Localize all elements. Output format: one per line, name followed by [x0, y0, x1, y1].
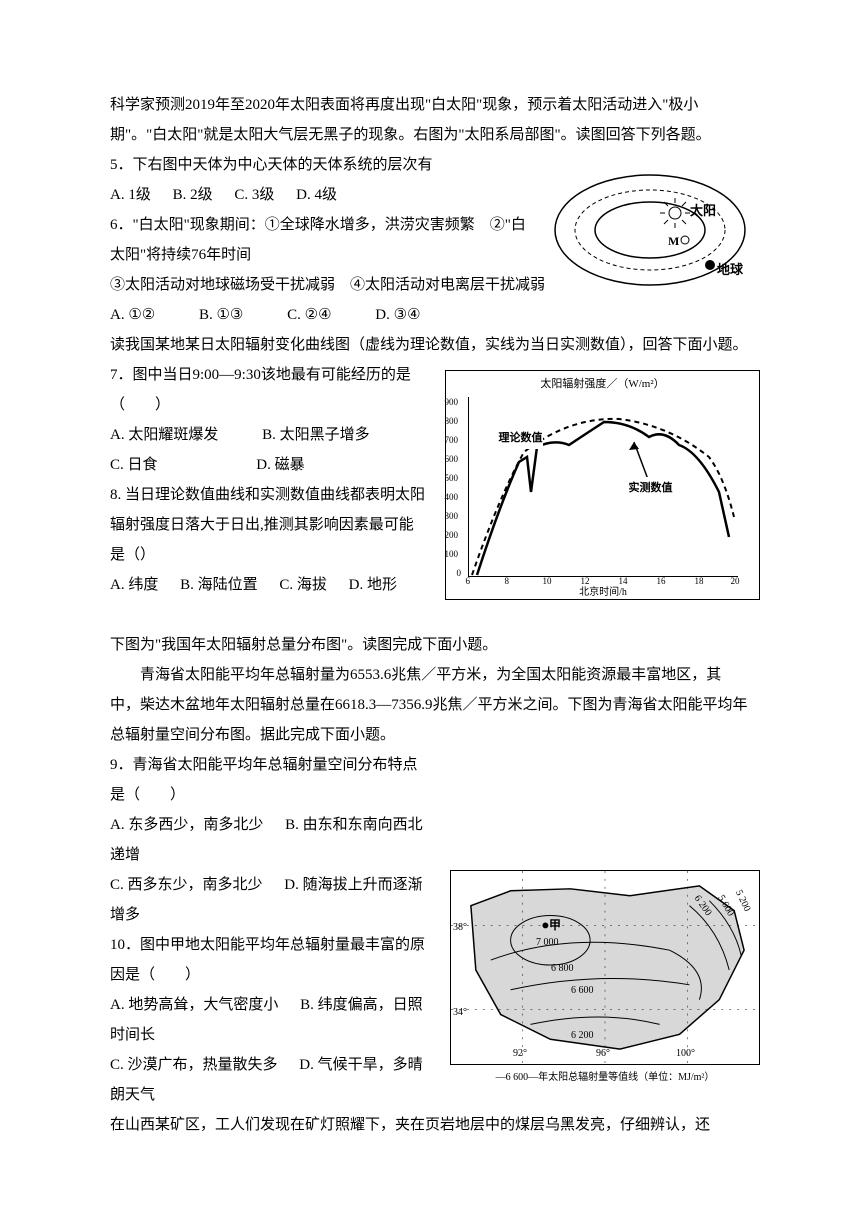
q7-opts-cd: C. 日食 D. 磁暴: [110, 450, 425, 480]
radiation-chart: 太阳辐射强度／（W/m²） 900 800 700 600 500 400 30…: [445, 370, 760, 600]
solar-system-diagram: 太阳 M 地球: [550, 165, 750, 295]
map-caption: —6 600—年太阳总辐射量等值线（单位：MJ/m²）: [450, 1065, 760, 1088]
intro2: 读我国某地某日太阳辐射变化曲线图（虚线为理论数值，实线为当日实测数值），回答下面…: [110, 330, 750, 360]
m-label: M: [668, 229, 679, 253]
sun-label: 太阳: [690, 198, 716, 224]
curve2-label: 实测数值: [629, 477, 673, 499]
q8-options: A. 纬度 B. 海陆位置 C. 海拔 D. 地形: [110, 577, 415, 593]
q6-stem1: 6．"白太阳"现象期间：①全球降水增多，洪涝灾害频繁 ②"白太阳"将持续76年时…: [110, 210, 530, 270]
chart-title: 太阳辐射强度／（W/m²）: [446, 371, 759, 395]
q5-options: A. 1级 B. 2级 C. 3级 D. 4级: [110, 187, 355, 203]
q8-stem: 8. 当日理论数值曲线和实测数值曲线都表明太阳辐射强度日落大于日出,推测其影响因…: [110, 480, 425, 570]
q7-stem: 7．图中当日9:00—9:30该地最有可能经历的是（ ）: [110, 360, 425, 420]
q9-stem: 9．青海省太阳能平均年总辐射量空间分布特点是（ ）: [110, 750, 425, 810]
intro3: 下图为"我国年太阳辐射总量分布图"。读图完成下面小题。: [110, 630, 750, 660]
q9-opts-cd: C. 西多东少，南多北少 D. 随海拔上升而逐渐增多: [110, 870, 425, 930]
earth-label: 地球: [717, 257, 743, 283]
q10-opts-cd: C. 沙漠广布，热量散失多 D. 气候干旱，多晴朗天气: [110, 1050, 425, 1110]
tail-text: 在山西某矿区，工人们发现在矿灯照耀下，夹在页岩地层中的煤层乌黑发亮，仔细辨认，还: [110, 1110, 750, 1140]
q10-opts-ab: A. 地势高耸，大气密度小 B. 纬度偏高，日照时间长: [110, 990, 425, 1050]
intro4: 青海省太阳能平均年总辐射量为6553.6兆焦／平方米，为全国太阳能资源最丰富地区…: [110, 660, 750, 750]
q7-opts-ab: A. 太阳耀斑爆发 B. 太阳黑子增多: [110, 420, 425, 450]
qinghai-map: 38° 34° 92° 96° 100° 甲 7 000 6 800 6 600…: [450, 870, 760, 1105]
q6-options: A. ①② B. ①③ C. ②④ D. ③④: [110, 307, 439, 323]
q5-stem: 5．下右图中天体为中心天体的天体系统的层次有: [110, 150, 530, 180]
intro1: 科学家预测2019年至2020年太阳表面将再度出现"白太阳"现象，预示着太阳活动…: [110, 90, 750, 150]
curve1-label: 理论数值: [499, 427, 543, 449]
q9-opts-ab: A. 东多西少，南多北少 B. 由东和东南向西北递增: [110, 810, 425, 870]
q10-stem: 10．图中甲地太阳能平均年总辐射量最丰富的原因是（ ）: [110, 930, 425, 990]
